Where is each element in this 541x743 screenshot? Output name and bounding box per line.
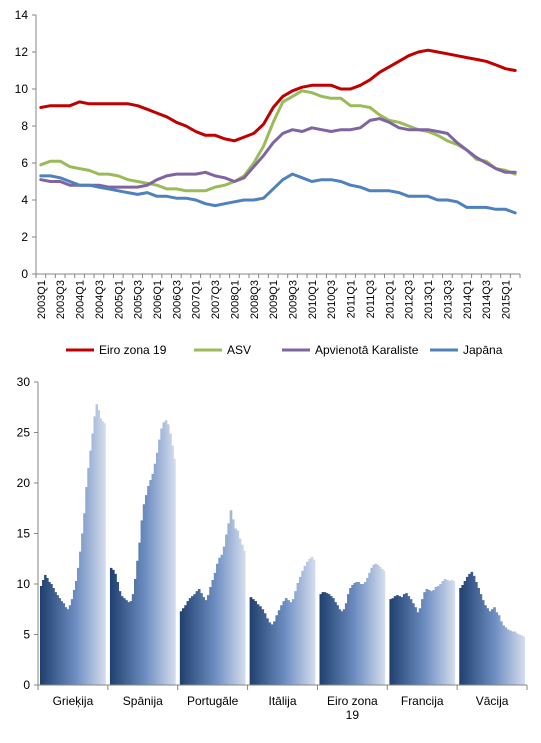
x-tick-label: 2010Q3: [326, 280, 338, 319]
x-tick-label: 2007Q3: [210, 280, 222, 319]
x-tick-label: 2014Q1: [462, 280, 474, 319]
x-tick-label: 2014Q3: [481, 280, 493, 319]
series-line-eiro-zona-19: [39, 48, 517, 143]
y-tick-label: 8: [21, 119, 28, 133]
x-tick-label: 2013Q1: [423, 280, 435, 319]
bar-group-portugale: [179, 510, 246, 685]
x-tick-label: 2012Q1: [384, 280, 396, 319]
category-label: Spānija: [123, 694, 163, 708]
x-tick-label: 2008Q1: [229, 280, 241, 319]
bar-group-francija: [389, 578, 456, 685]
bar-chart: 0 5 10 15 20 25 30 Grieķija Spānija Portugāle Itāl…: [17, 375, 528, 722]
x-tick-label: 2011Q1: [346, 280, 358, 318]
bar-group-fill: [40, 404, 106, 685]
y-tick-label: 5: [23, 628, 30, 642]
bar-group-fill: [109, 420, 176, 685]
bar-group-fill: [179, 510, 246, 685]
y-tick-label: 4: [21, 193, 28, 207]
x-tick-label: 2006Q1: [152, 280, 164, 319]
legend-label: ASV: [227, 343, 251, 357]
bar-group-fill: [459, 571, 525, 685]
x-tick-label: 2004Q3: [94, 280, 106, 319]
x-tick-label: 2005Q1: [113, 280, 125, 319]
line-chart-legend: Eiro zona 19 ASV Apvienotā Karaliste Japāna: [66, 343, 503, 357]
bar-group-spanija: [109, 420, 176, 685]
x-tick-label: 2015Q1: [500, 280, 512, 319]
legend-label: Apvienotā Karaliste: [315, 343, 419, 357]
y-tick-label: 0: [21, 267, 28, 281]
y-tick-label: 10: [15, 82, 29, 96]
category-label: Itālija: [268, 694, 296, 708]
category-label: Vācija: [476, 694, 509, 708]
x-tick-label: 2011Q3: [365, 280, 377, 318]
y-tick-label: 30: [17, 375, 31, 389]
category-label: Eiro zona 19: [327, 694, 378, 722]
series-line-japana: [39, 172, 517, 215]
series-line-apvienota-karaliste: [39, 117, 517, 189]
y-tick-label: 20: [17, 476, 31, 490]
y-tick-label: 15: [17, 527, 31, 541]
x-tick-label: 2009Q3: [288, 280, 300, 319]
x-tick-label: 2004Q1: [75, 280, 87, 319]
y-tick-label: 12: [15, 45, 29, 59]
x-tick-label: 2012Q3: [404, 280, 416, 319]
bar-group-italija: [249, 556, 316, 685]
series-line-asv: [39, 89, 517, 193]
y-tick-label: 2: [21, 230, 28, 244]
bar-group-fill: [389, 578, 456, 685]
y-tick-label: 0: [23, 678, 30, 692]
x-tick-label: 2005Q3: [133, 280, 145, 319]
category-label: Francija: [401, 694, 444, 708]
x-tick-label: 2006Q3: [171, 280, 183, 319]
legend-label: Japāna: [463, 343, 503, 357]
line-chart: 0 2 4 6 8 10 12 14 2003Q1 2003Q3 2004Q1 2004Q3 2005…: [15, 8, 521, 357]
y-tick-label: 14: [15, 8, 29, 22]
x-tick-label: 2013Q3: [442, 280, 454, 319]
y-tick-label: 25: [17, 426, 31, 440]
legend-label: Eiro zona 19: [99, 343, 167, 357]
x-tick-label: 2007Q1: [191, 280, 203, 319]
x-tick-label: 2003Q1: [36, 280, 48, 319]
x-tick-label: 2003Q3: [55, 280, 67, 319]
category-label: Portugāle: [187, 694, 239, 708]
category-label: Grieķija: [53, 694, 94, 708]
x-tick-label: 2009Q1: [268, 280, 280, 319]
bar-group-fill: [319, 563, 386, 685]
bar-group-griekija: [40, 404, 106, 685]
y-tick-label: 10: [17, 577, 31, 591]
x-tick-label: 2010Q1: [307, 280, 319, 319]
x-tick-label: 2008Q3: [249, 280, 261, 319]
bar-group-fill: [249, 556, 316, 685]
bar-group-vacija: [459, 571, 525, 685]
y-tick-label: 6: [21, 156, 28, 170]
bar-group-eiro-zona-19: [319, 563, 386, 685]
